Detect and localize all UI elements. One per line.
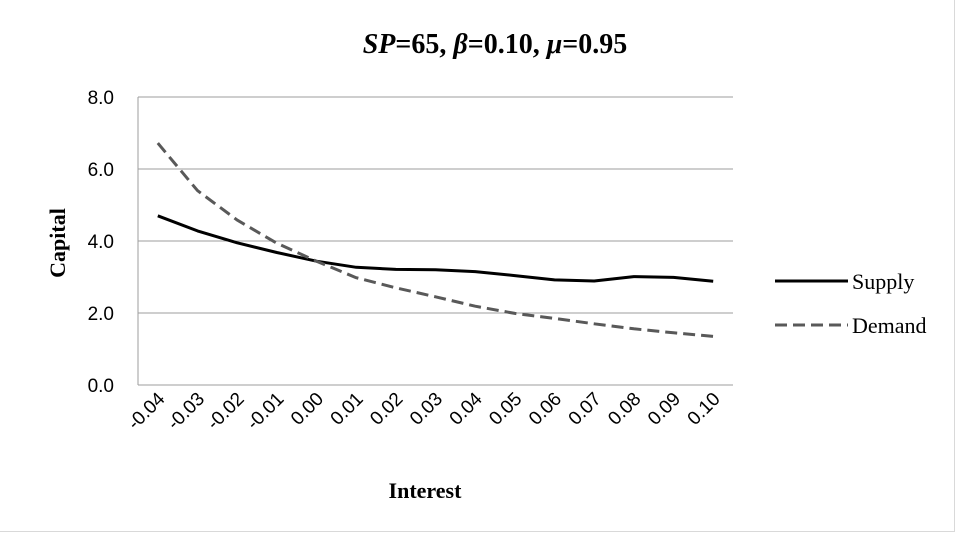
series-line-demand [156,142,714,338]
axes [137,97,733,386]
chart-title: SP=65, β=0.10, μ=0.95 [363,29,628,60]
x-tick-label: 0.03 [406,389,447,430]
gridlines [138,96,733,314]
x-tick-label: -0.01 [243,389,288,434]
x-tick-label: 0.00 [287,389,328,430]
y-axis-label: Capital [45,208,70,278]
x-tick-label: 0.09 [644,389,685,430]
y-tick-label: 6.0 [88,160,114,181]
x-tick-label: 0.01 [327,389,368,430]
series-line-supply [157,214,714,283]
x-tick-label: -0.03 [164,389,209,434]
x-tick-label: 0.06 [525,389,566,430]
x-axis-label: Interest [389,478,463,503]
x-tick-label: -0.02 [203,389,248,434]
legend: Supply Demand [775,269,927,338]
x-tick-labels: -0.04-0.03-0.02-0.010.000.010.020.030.04… [124,388,725,434]
y-tick-label: 4.0 [88,232,114,253]
y-tick-label: 2.0 [88,304,114,325]
x-tick-label: 0.08 [604,389,645,430]
legend-label-demand: Demand [852,313,927,338]
x-tick-label: 0.07 [565,389,606,430]
x-tick-label: 0.02 [366,389,407,430]
y-tick-label: 8.0 [88,88,114,109]
x-tick-label: 0.04 [446,388,487,429]
legend-label-supply: Supply [852,269,914,294]
x-tick-label: 0.10 [684,389,725,430]
y-tick-labels: 0.0 2.0 4.0 6.0 8.0 [88,88,114,397]
x-tick-label: 0.05 [485,389,526,430]
series-lines [156,142,714,338]
y-tick-label: 0.0 [88,376,114,397]
x-tick-label: -0.04 [124,388,170,434]
